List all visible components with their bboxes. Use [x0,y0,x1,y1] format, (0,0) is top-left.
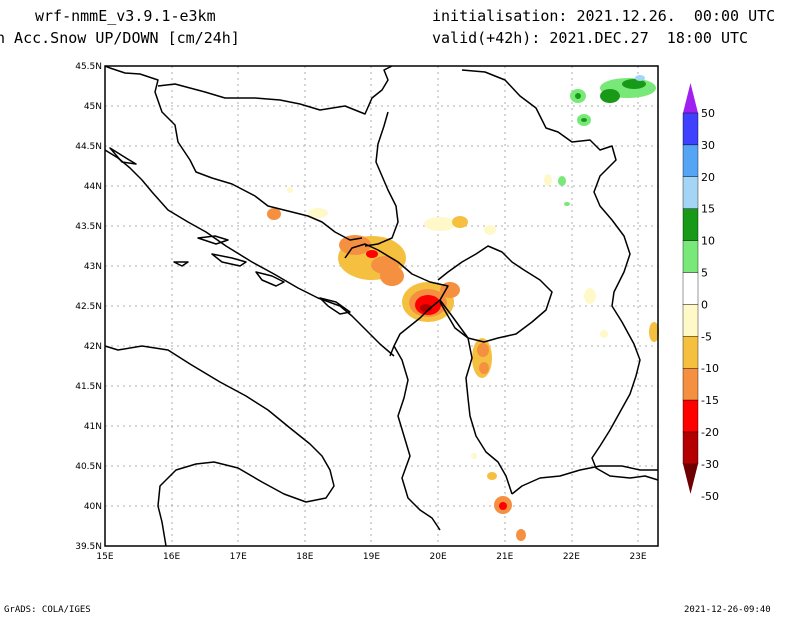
lat-tick-label: 41N [84,422,102,432]
lon-tick-label: 16E [163,552,180,562]
colorbar-label: 15 [701,203,715,216]
lat-tick-label: 45N [84,102,102,112]
valid-time: valid(+42h): 2021.DEC.27 18:00 UTC [432,29,749,47]
lat-tick-label: 40N [84,502,102,512]
colorbar-swatch [682,208,699,241]
colorbar-swatch [682,304,699,337]
lon-tick-labels: 15E 16E 17E 18E 19E 20E 21E 22E 23E [96,552,646,562]
lat-tick-label: 42N [84,342,102,352]
colorbar-swatch [682,272,699,305]
lon-tick-label: 15E [96,552,113,562]
lat-tick-label: 44N [84,182,102,192]
colorbar-label: -50 [701,490,719,503]
lon-tick-label: 17E [230,552,247,562]
lat-tick-label: 41.5N [75,382,102,392]
lat-tick-label: 44.5N [75,142,102,152]
lon-tick-label: 22E [563,552,580,562]
colorbar-label: 0 [701,298,708,311]
lon-tick-label: 20E [430,552,447,562]
colorbar-swatch [682,368,699,401]
colorbar-swatch [682,431,699,465]
footer-left: GrADS: COLA/IGES [4,605,91,615]
colorbar-swatch [682,240,699,273]
lon-tick-label: 23E [629,552,646,562]
lat-tick-label: 45.5N [75,62,102,72]
colorbar-label: 50 [701,107,715,120]
lat-tick-label: 43.5N [75,222,102,232]
colorbar-label: -30 [701,458,719,471]
colorbar-label: 30 [701,139,715,152]
variable-title: n Acc.Snow UP/DOWN [cm/24h] [0,29,240,47]
lon-tick-label: 21E [496,552,513,562]
colorbar-label: -10 [701,362,719,375]
colorbar-label: 20 [701,171,715,184]
lat-tick-label: 43N [84,262,102,272]
colorbar-swatch [682,399,699,433]
colorbar-bottom-arrow [683,463,698,494]
colorbar-swatch [682,144,699,177]
colorbar-swatch [682,176,699,209]
colorbar-label: -15 [701,394,719,407]
colorbar-swatch [682,336,699,369]
snow-field [267,75,659,541]
coastlines-borders [104,65,659,547]
colorbar-label: -20 [701,426,719,439]
lat-tick-label: 39.5N [75,542,102,552]
footer-right: 2021-12-26-09:40 [684,605,771,615]
lat-tick-label: 42.5N [75,302,102,312]
lon-tick-label: 18E [296,552,313,562]
colorbar-swatch [682,112,699,146]
lat-tick-label: 40.5N [75,462,102,472]
colorbar-label: -5 [701,330,712,343]
colorbar-label: 5 [701,267,708,280]
grid-lines [105,66,658,546]
colorbar-label: 10 [701,235,715,248]
colorbar-top-arrow [683,83,698,113]
model-title: wrf-nmmE_v3.9.1-e3km [35,7,216,25]
colorbar [682,83,699,494]
init-time: initialisation: 2021.12.26. 00:00 UTC [432,7,776,25]
lon-tick-label: 19E [363,552,380,562]
map-frame [104,65,659,547]
lat-tick-labels: 45.5N 45N 44.5N 44N 43.5N 43N 42.5N 42N 41.5N 41N… [75,62,102,552]
